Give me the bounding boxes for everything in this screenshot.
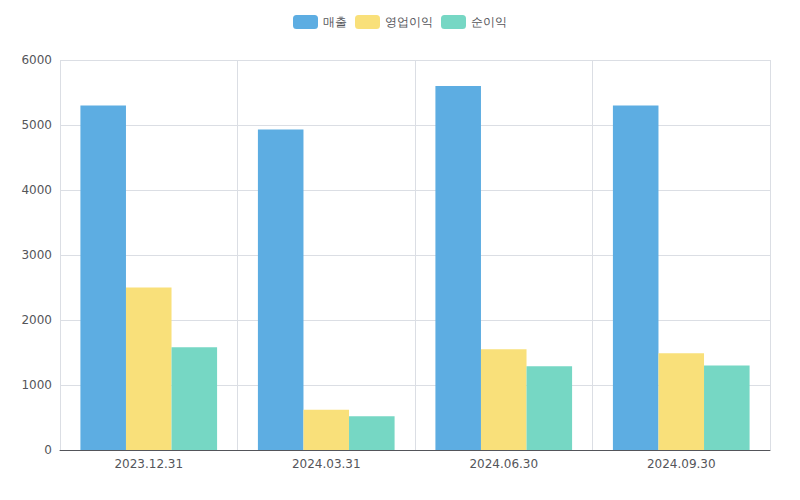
svg-text:2024.09.30: 2024.09.30 [647, 457, 716, 471]
svg-text:2023.12.31: 2023.12.31 [114, 457, 183, 471]
svg-text:4000: 4000 [21, 183, 52, 197]
svg-text:매출: 매출 [323, 15, 347, 29]
svg-text:0: 0 [44, 443, 52, 457]
svg-text:2024.03.31: 2024.03.31 [292, 457, 361, 471]
svg-text:영업이익: 영업이익 [385, 15, 433, 29]
svg-text:순이익: 순이익 [471, 15, 507, 29]
svg-text:2000: 2000 [21, 313, 52, 327]
svg-text:6000: 6000 [21, 53, 52, 67]
svg-text:1000: 1000 [21, 378, 52, 392]
svg-text:3000: 3000 [21, 248, 52, 262]
svg-text:5000: 5000 [21, 118, 52, 132]
svg-text:2024.06.30: 2024.06.30 [469, 457, 538, 471]
